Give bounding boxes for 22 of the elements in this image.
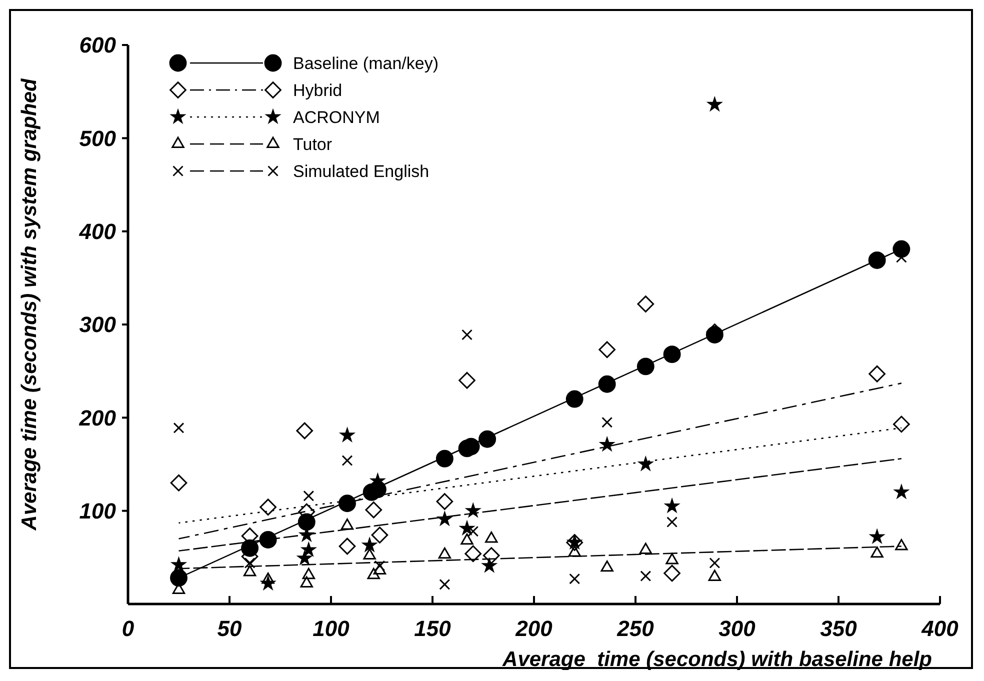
x-tick-label: 50 <box>217 616 242 641</box>
y-tick-label: 600 <box>79 32 117 58</box>
x-axis-title: Average time (seconds) with baseline help <box>502 648 932 671</box>
x-tick-label: 250 <box>616 616 655 641</box>
y-tick-label: 400 <box>78 219 117 244</box>
x-tick-label: 400 <box>920 616 960 641</box>
y-tick-label: 300 <box>79 312 117 338</box>
y-tick-label: 500 <box>79 126 117 151</box>
legend-label: Baseline (man/key) <box>293 54 439 73</box>
x-tick-label: 350 <box>820 616 858 641</box>
legend-label: Simulated English <box>293 162 430 181</box>
y-axis-title: Average time (seconds) with system graphed <box>18 78 41 532</box>
legend-label: Tutor <box>293 134 332 154</box>
y-tick-label: 200 <box>78 405 117 430</box>
legend-label: ACRONYM <box>293 108 380 127</box>
x-tick-label: 0 <box>122 616 135 641</box>
x-tick-label: 100 <box>312 616 350 641</box>
y-tick-label: 100 <box>79 498 117 524</box>
x-tick-label: 200 <box>514 616 554 641</box>
x-tick-label: 150 <box>414 616 452 641</box>
x-tick-label: 300 <box>718 616 756 641</box>
legend-label: Hybrid <box>293 80 342 100</box>
